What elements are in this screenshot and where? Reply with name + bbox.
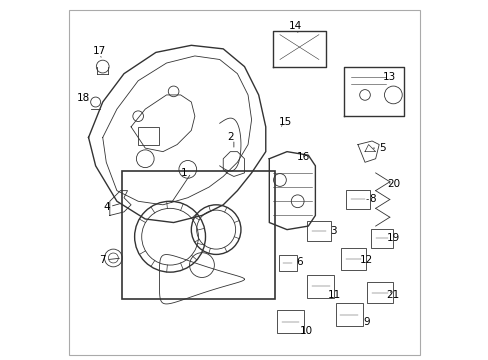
Text: 6: 6	[296, 257, 302, 266]
Text: 11: 11	[327, 290, 341, 300]
Text: 12: 12	[360, 255, 373, 265]
Text: 10: 10	[299, 326, 312, 336]
Text: 3: 3	[329, 226, 336, 237]
Text: 17: 17	[92, 46, 105, 56]
Text: 8: 8	[368, 194, 375, 204]
Text: 1: 1	[181, 168, 187, 178]
Text: 5: 5	[379, 143, 385, 153]
Text: 13: 13	[383, 72, 396, 82]
Text: 19: 19	[386, 234, 399, 243]
Text: 16: 16	[296, 152, 309, 162]
Text: 18: 18	[77, 94, 90, 103]
Text: 7: 7	[99, 255, 106, 265]
Text: 20: 20	[386, 179, 399, 189]
Text: 15: 15	[278, 117, 291, 126]
Text: 2: 2	[226, 132, 233, 143]
Text: 4: 4	[103, 202, 109, 212]
Text: 21: 21	[386, 290, 399, 300]
Text: 14: 14	[289, 21, 302, 31]
Text: 9: 9	[363, 317, 369, 327]
